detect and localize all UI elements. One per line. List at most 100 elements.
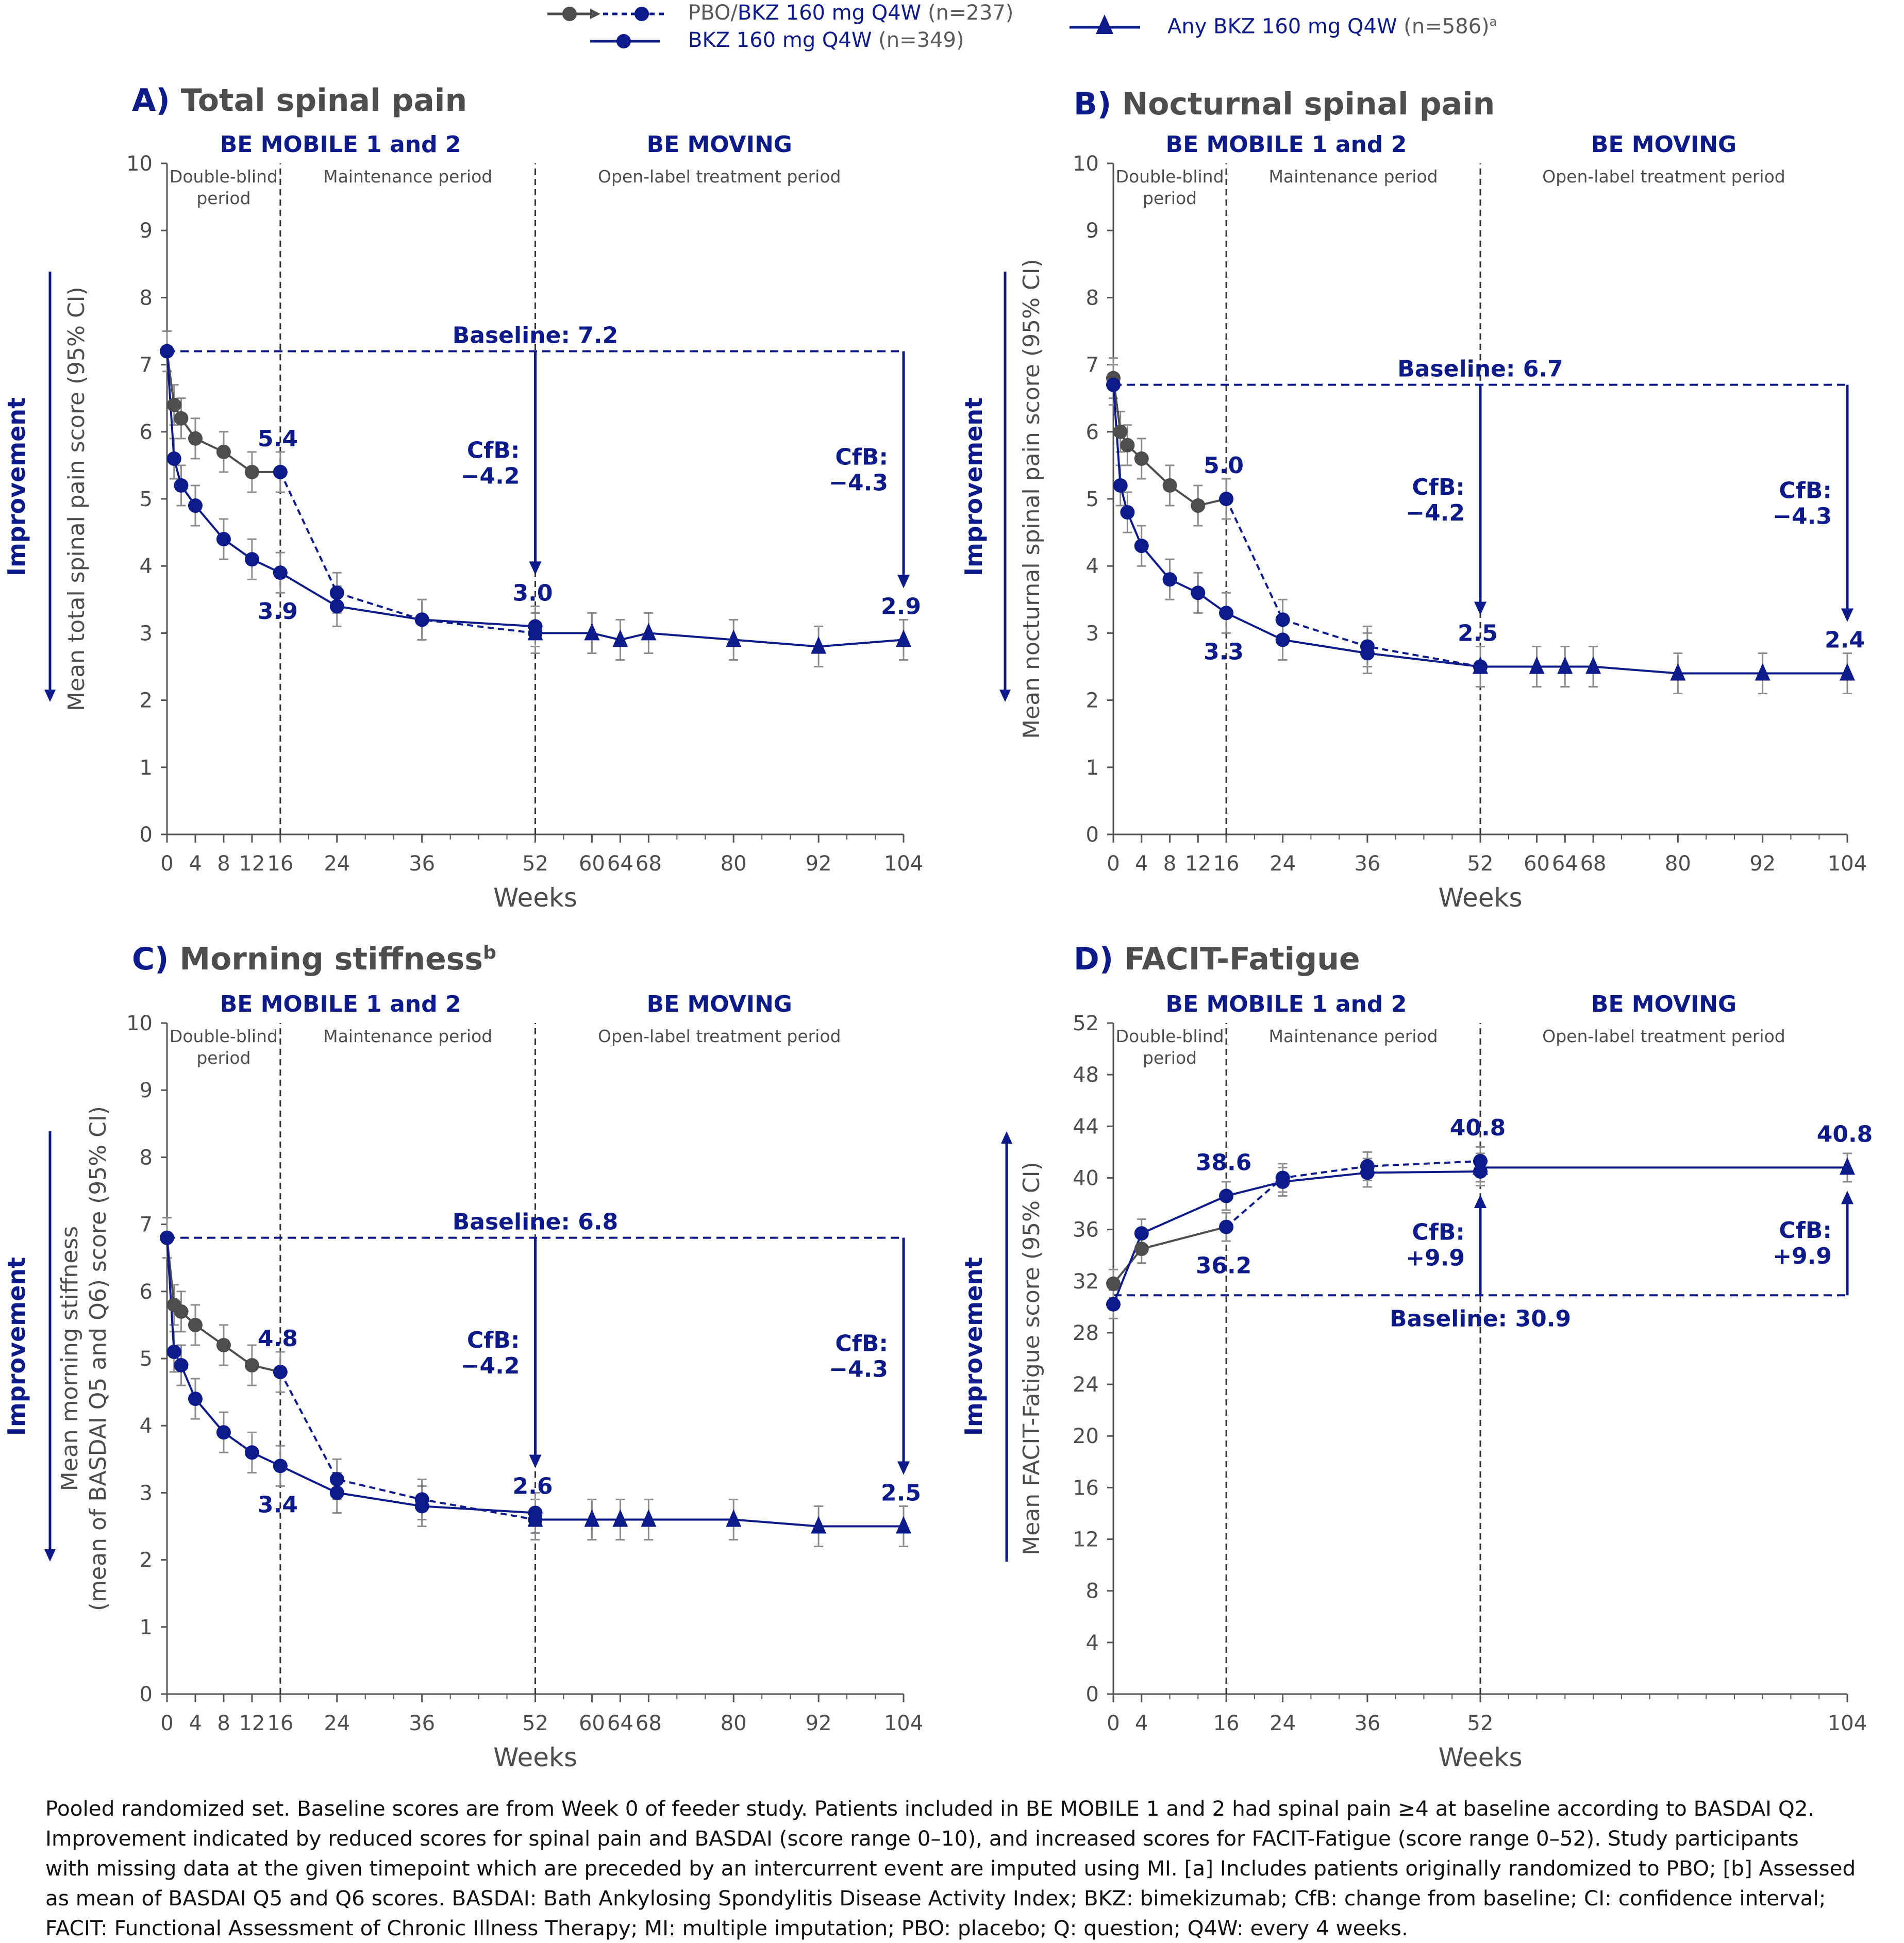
study-label: BE MOVING	[1591, 991, 1736, 1017]
y-tick-label: 10	[126, 152, 153, 176]
footnote-line: Improvement indicated by reduced scores …	[45, 1826, 1799, 1851]
legend-markers	[547, 7, 1140, 48]
cfb-label: CfB:	[467, 1327, 520, 1353]
legend-marker-bkz	[590, 34, 660, 48]
y-tick-label: 3	[140, 622, 153, 645]
point-pbo	[1162, 478, 1177, 493]
point-bkz	[1219, 606, 1234, 621]
period-label: period	[1143, 1048, 1197, 1068]
point-pbo	[273, 1365, 288, 1380]
point-any	[726, 629, 742, 647]
point-any	[1670, 663, 1686, 681]
panel-title-text: Total spinal pain	[180, 82, 467, 119]
y-tick-label: 10	[1073, 152, 1099, 176]
point-bkz	[188, 1392, 203, 1406]
point-bkz	[1275, 1174, 1290, 1189]
point-pbo	[1191, 498, 1206, 513]
x-tick-label: 104	[884, 852, 923, 876]
point-pbo	[166, 397, 181, 412]
point-bkz	[414, 1499, 429, 1514]
footnote: Pooled randomized set. Baseline scores a…	[45, 1794, 1880, 1943]
legend-bkz-part: (n=349)	[872, 28, 964, 52]
x-tick-label: 68	[1580, 852, 1607, 876]
x-tick-label: 80	[1665, 852, 1691, 876]
x-tick-label: 68	[636, 852, 662, 876]
panel-title-text: Nocturnal spinal pain	[1122, 86, 1495, 122]
point-pbo	[329, 585, 344, 600]
data-label: 2.4	[1825, 627, 1865, 654]
y-tick-label: 1	[1086, 756, 1099, 780]
y-tick-label: 40	[1073, 1166, 1099, 1190]
data-label: 3.3	[1204, 639, 1244, 665]
point-pbo	[216, 444, 231, 459]
improvement-arrow-icon	[999, 272, 1011, 702]
improvement-arrow-icon	[44, 1131, 56, 1562]
y-tick-label: 0	[140, 1683, 153, 1706]
period-label: Maintenance period	[1268, 1026, 1438, 1046]
y-tick-label: 4	[140, 555, 153, 578]
point-any	[612, 629, 628, 647]
cfb-arrow-head	[897, 1461, 910, 1475]
point-bkz	[216, 532, 231, 547]
point-bkz	[216, 1425, 231, 1440]
point-bkz	[1106, 377, 1121, 392]
legend-entry-pbo: PBO/BKZ 160 mg Q4W (n=237)	[688, 1, 1013, 25]
legend-bkz-part: BKZ 160 mg Q4W	[688, 28, 872, 52]
x-tick-label: 36	[409, 852, 435, 876]
y-tick-label: 2	[140, 689, 153, 713]
y-tick-label: 3	[140, 1481, 153, 1505]
cfb-arrow-head	[529, 1454, 542, 1468]
baseline-label: Baseline: 30.9	[1390, 1305, 1571, 1332]
x-tick-label: 4	[1135, 852, 1148, 876]
footnote-line: FACIT: Functional Assessment of Chronic …	[45, 1916, 1408, 1940]
data-label: 5.0	[1204, 453, 1244, 479]
point-bkz	[244, 1445, 259, 1460]
data-label: 38.6	[1196, 1150, 1252, 1176]
point-pbo	[1134, 1242, 1149, 1257]
legend-pbo-part: PBO/	[688, 1, 738, 25]
panel-letter: B)	[1074, 86, 1112, 122]
y-tick-label: 0	[1086, 823, 1099, 847]
cfb-label: CfB:	[1779, 1217, 1832, 1244]
period-label: Maintenance period	[323, 166, 492, 187]
study-label: BE MOBILE 1 and 2	[220, 991, 461, 1017]
study-label: BE MOBILE 1 and 2	[1166, 991, 1407, 1017]
period-label: Open-label treatment period	[1542, 1026, 1785, 1046]
x-tick-label: 8	[217, 852, 230, 876]
improvement-arrow-icon	[1001, 1131, 1012, 1562]
cfb-label: −4.3	[1773, 504, 1832, 530]
panel-c-title: C) Morning stiffnessb	[132, 941, 496, 977]
point-any	[1840, 1157, 1855, 1175]
x-tick-label: 104	[1828, 852, 1867, 876]
x-axis-title: Weeks	[493, 883, 577, 913]
series-line-pbo-switch	[1225, 498, 1481, 668]
arrow-head	[44, 690, 56, 702]
x-tick-label: 64	[607, 1712, 633, 1735]
point-pbo	[1219, 1219, 1234, 1234]
cfb-label: −4.2	[1406, 500, 1465, 526]
cfb-label: CfB:	[835, 444, 888, 470]
period-label: Open-label treatment period	[1542, 166, 1785, 187]
data-label: 40.8	[1450, 1115, 1506, 1141]
legend-marker-any	[1070, 14, 1140, 34]
point-bkz	[1120, 505, 1135, 520]
legend-entry-any: Any BKZ 160 mg Q4W (n=586)a	[1167, 14, 1497, 38]
point-pbo	[244, 1358, 259, 1373]
x-tick-label: 80	[721, 1712, 747, 1735]
point-pbo	[1134, 451, 1149, 466]
cfb-arrow-head	[1841, 1191, 1853, 1204]
cfb-label: −4.2	[461, 463, 520, 489]
panel-title-text: Morning stiffness	[179, 941, 483, 977]
panel-letter: D)	[1074, 941, 1114, 977]
y-tick-label: 8	[140, 286, 153, 310]
x-tick-label: 24	[324, 852, 350, 876]
point-bkz	[244, 552, 259, 567]
period-label: Double-blind	[1116, 166, 1224, 187]
point-bkz	[188, 498, 203, 513]
x-tick-label: 0	[160, 852, 173, 876]
point-pbo	[244, 464, 259, 479]
point-pbo	[188, 1317, 203, 1332]
x-tick-label: 60	[1524, 852, 1550, 876]
